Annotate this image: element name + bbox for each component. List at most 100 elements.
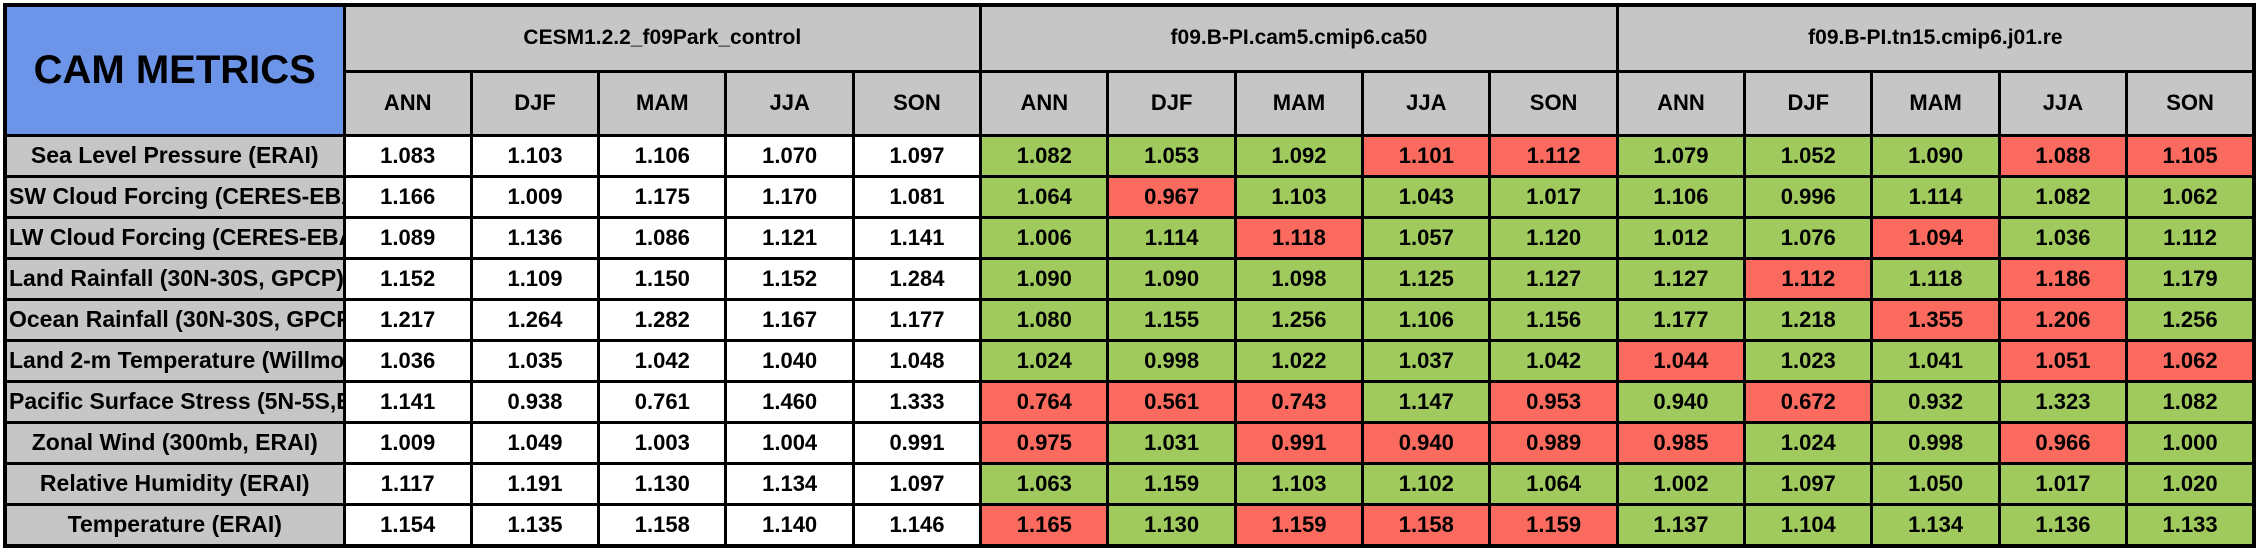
season-header-djf-group3: DJF	[1743, 69, 1874, 137]
metric-value-cell: 0.764	[979, 379, 1110, 424]
metric-value-cell: 1.140	[724, 502, 855, 548]
metric-value-cell: 1.103	[1233, 461, 1365, 506]
metric-value-cell: 0.975	[979, 420, 1110, 465]
metric-value-cell: 1.036	[342, 338, 473, 383]
metric-value-cell: 0.998	[1870, 420, 2001, 465]
metric-label: Sea Level Pressure (ERAI)	[3, 133, 346, 178]
metric-label: Relative Humidity (ERAI)	[3, 461, 346, 506]
metric-value-cell: 1.086	[597, 215, 728, 260]
season-header-ann-group2: ANN	[979, 69, 1110, 137]
metric-value-cell: 1.103	[1233, 174, 1365, 219]
metric-row: Land 2-m Temperature (Willmott) 1.036 1.03…	[3, 338, 2256, 383]
metric-value-cell: 0.985	[1615, 420, 1747, 465]
metric-value-cell: 1.118	[1870, 256, 2001, 301]
metric-value-cell: 1.048	[851, 338, 983, 383]
metric-value-cell: 1.112	[1743, 256, 1874, 301]
metric-row: Land Rainfall (30N-30S, GPCP) 1.152 1.109 1…	[3, 256, 2256, 301]
season-header-ann-group1: ANN	[342, 69, 473, 137]
metric-value-cell: 0.561	[1106, 379, 1237, 424]
metric-value-cell: 1.159	[1106, 461, 1237, 506]
metric-value-cell: 1.092	[1233, 133, 1365, 178]
metric-value-cell: 0.761	[597, 379, 728, 424]
metric-value-cell: 1.106	[597, 133, 728, 178]
metric-value-cell: 1.037	[1361, 338, 1492, 383]
table-body: Sea Level Pressure (ERAI) 1.083 1.103 1.106…	[3, 133, 2256, 548]
metric-value-cell: 1.333	[851, 379, 983, 424]
metric-value-cell: 1.052	[1743, 133, 1874, 178]
metric-value-cell: 0.672	[1743, 379, 1874, 424]
metric-value-cell: 1.114	[1870, 174, 2001, 219]
metric-value-cell: 1.070	[724, 133, 855, 178]
metric-value-cell: 1.165	[979, 502, 1110, 548]
metric-value-cell: 1.020	[2125, 461, 2256, 506]
metric-value-cell: 1.057	[1361, 215, 1492, 260]
table-title: CAM METRICS	[3, 3, 346, 137]
metric-value-cell: 1.009	[342, 420, 473, 465]
metric-label: Ocean Rainfall (30N-30S, GPCP)	[3, 297, 346, 342]
season-header-mam-group3: MAM	[1870, 69, 2001, 137]
group-header-case-1: f09.B-PI.cam5.cmip6.ca50	[979, 3, 1619, 73]
season-header-son-group1: SON	[851, 69, 983, 137]
metric-value-cell: 1.146	[851, 502, 983, 548]
metric-value-cell: 1.156	[1488, 297, 1619, 342]
metric-value-cell: 1.105	[2125, 133, 2256, 178]
metric-value-cell: 1.031	[1106, 420, 1237, 465]
metric-value-cell: 1.089	[342, 215, 473, 260]
metric-value-cell: 1.125	[1361, 256, 1492, 301]
metric-value-cell: 1.134	[1870, 502, 2001, 548]
metric-value-cell: 1.023	[1743, 338, 1874, 383]
metric-value-cell: 1.137	[1615, 502, 1747, 548]
metric-value-cell: 1.134	[724, 461, 855, 506]
metric-value-cell: 1.106	[1615, 174, 1747, 219]
metric-value-cell: 1.090	[1106, 256, 1237, 301]
metric-value-cell: 1.177	[851, 297, 983, 342]
season-header-jja-group1: JJA	[724, 69, 855, 137]
metric-row: SW Cloud Forcing (CERES-EBAF) 1.166 1.009 1…	[3, 174, 2256, 219]
metric-value-cell: 1.101	[1361, 133, 1492, 178]
metric-value-cell: 1.170	[724, 174, 855, 219]
metric-value-cell: 1.009	[469, 174, 601, 219]
metric-value-cell: 1.104	[1743, 502, 1874, 548]
metric-value-cell: 0.940	[1361, 420, 1492, 465]
metric-value-cell: 1.136	[1997, 502, 2129, 548]
metric-value-cell: 1.035	[469, 338, 601, 383]
metric-value-cell: 1.080	[979, 297, 1110, 342]
metric-value-cell: 1.082	[2125, 379, 2256, 424]
metric-value-cell: 1.152	[724, 256, 855, 301]
metric-value-cell: 0.966	[1997, 420, 2129, 465]
metric-value-cell: 1.051	[1997, 338, 2129, 383]
metric-label: Pacific Surface Stress (5N-5S,ERS)	[3, 379, 346, 424]
metric-row: Ocean Rainfall (30N-30S, GPCP) 1.217 1.264…	[3, 297, 2256, 342]
metric-value-cell: 1.090	[979, 256, 1110, 301]
metric-value-cell: 1.042	[597, 338, 728, 383]
cam-metrics-table: CAM METRICS CESM1.2.2_f09Park_control f0…	[3, 3, 2256, 548]
metric-value-cell: 1.112	[2125, 215, 2256, 260]
metric-value-cell: 1.062	[2125, 338, 2256, 383]
metric-value-cell: 1.159	[1233, 502, 1365, 548]
metric-value-cell: 0.991	[851, 420, 983, 465]
metric-value-cell: 1.323	[1997, 379, 2129, 424]
metric-value-cell: 0.989	[1488, 420, 1619, 465]
metric-value-cell: 1.103	[469, 133, 601, 178]
metric-value-cell: 1.133	[2125, 502, 2256, 548]
group-header-row: CAM METRICS CESM1.2.2_f09Park_control f0…	[3, 3, 2256, 137]
metric-value-cell: 1.097	[851, 461, 983, 506]
metric-value-cell: 1.109	[469, 256, 601, 301]
metric-value-cell: 1.062	[2125, 174, 2256, 219]
metric-value-cell: 1.017	[1488, 174, 1619, 219]
metric-value-cell: 1.053	[1106, 133, 1237, 178]
metric-label: Temperature (ERAI)	[3, 502, 346, 548]
metric-value-cell: 1.076	[1743, 215, 1874, 260]
metric-value-cell: 1.141	[342, 379, 473, 424]
metric-value-cell: 1.024	[1743, 420, 1874, 465]
season-header-mam-group1: MAM	[597, 69, 728, 137]
metric-value-cell: 1.154	[342, 502, 473, 548]
season-header-son-group3: SON	[2125, 69, 2256, 137]
metric-value-cell: 1.282	[597, 297, 728, 342]
metric-value-cell: 1.159	[1488, 502, 1619, 548]
metric-label: Land 2-m Temperature (Willmott)	[3, 338, 346, 383]
metric-value-cell: 1.127	[1488, 256, 1619, 301]
metric-row: Temperature (ERAI) 1.154 1.135 1.158 1.140 1.…	[3, 502, 2256, 548]
season-header-djf-group1: DJF	[469, 69, 601, 137]
